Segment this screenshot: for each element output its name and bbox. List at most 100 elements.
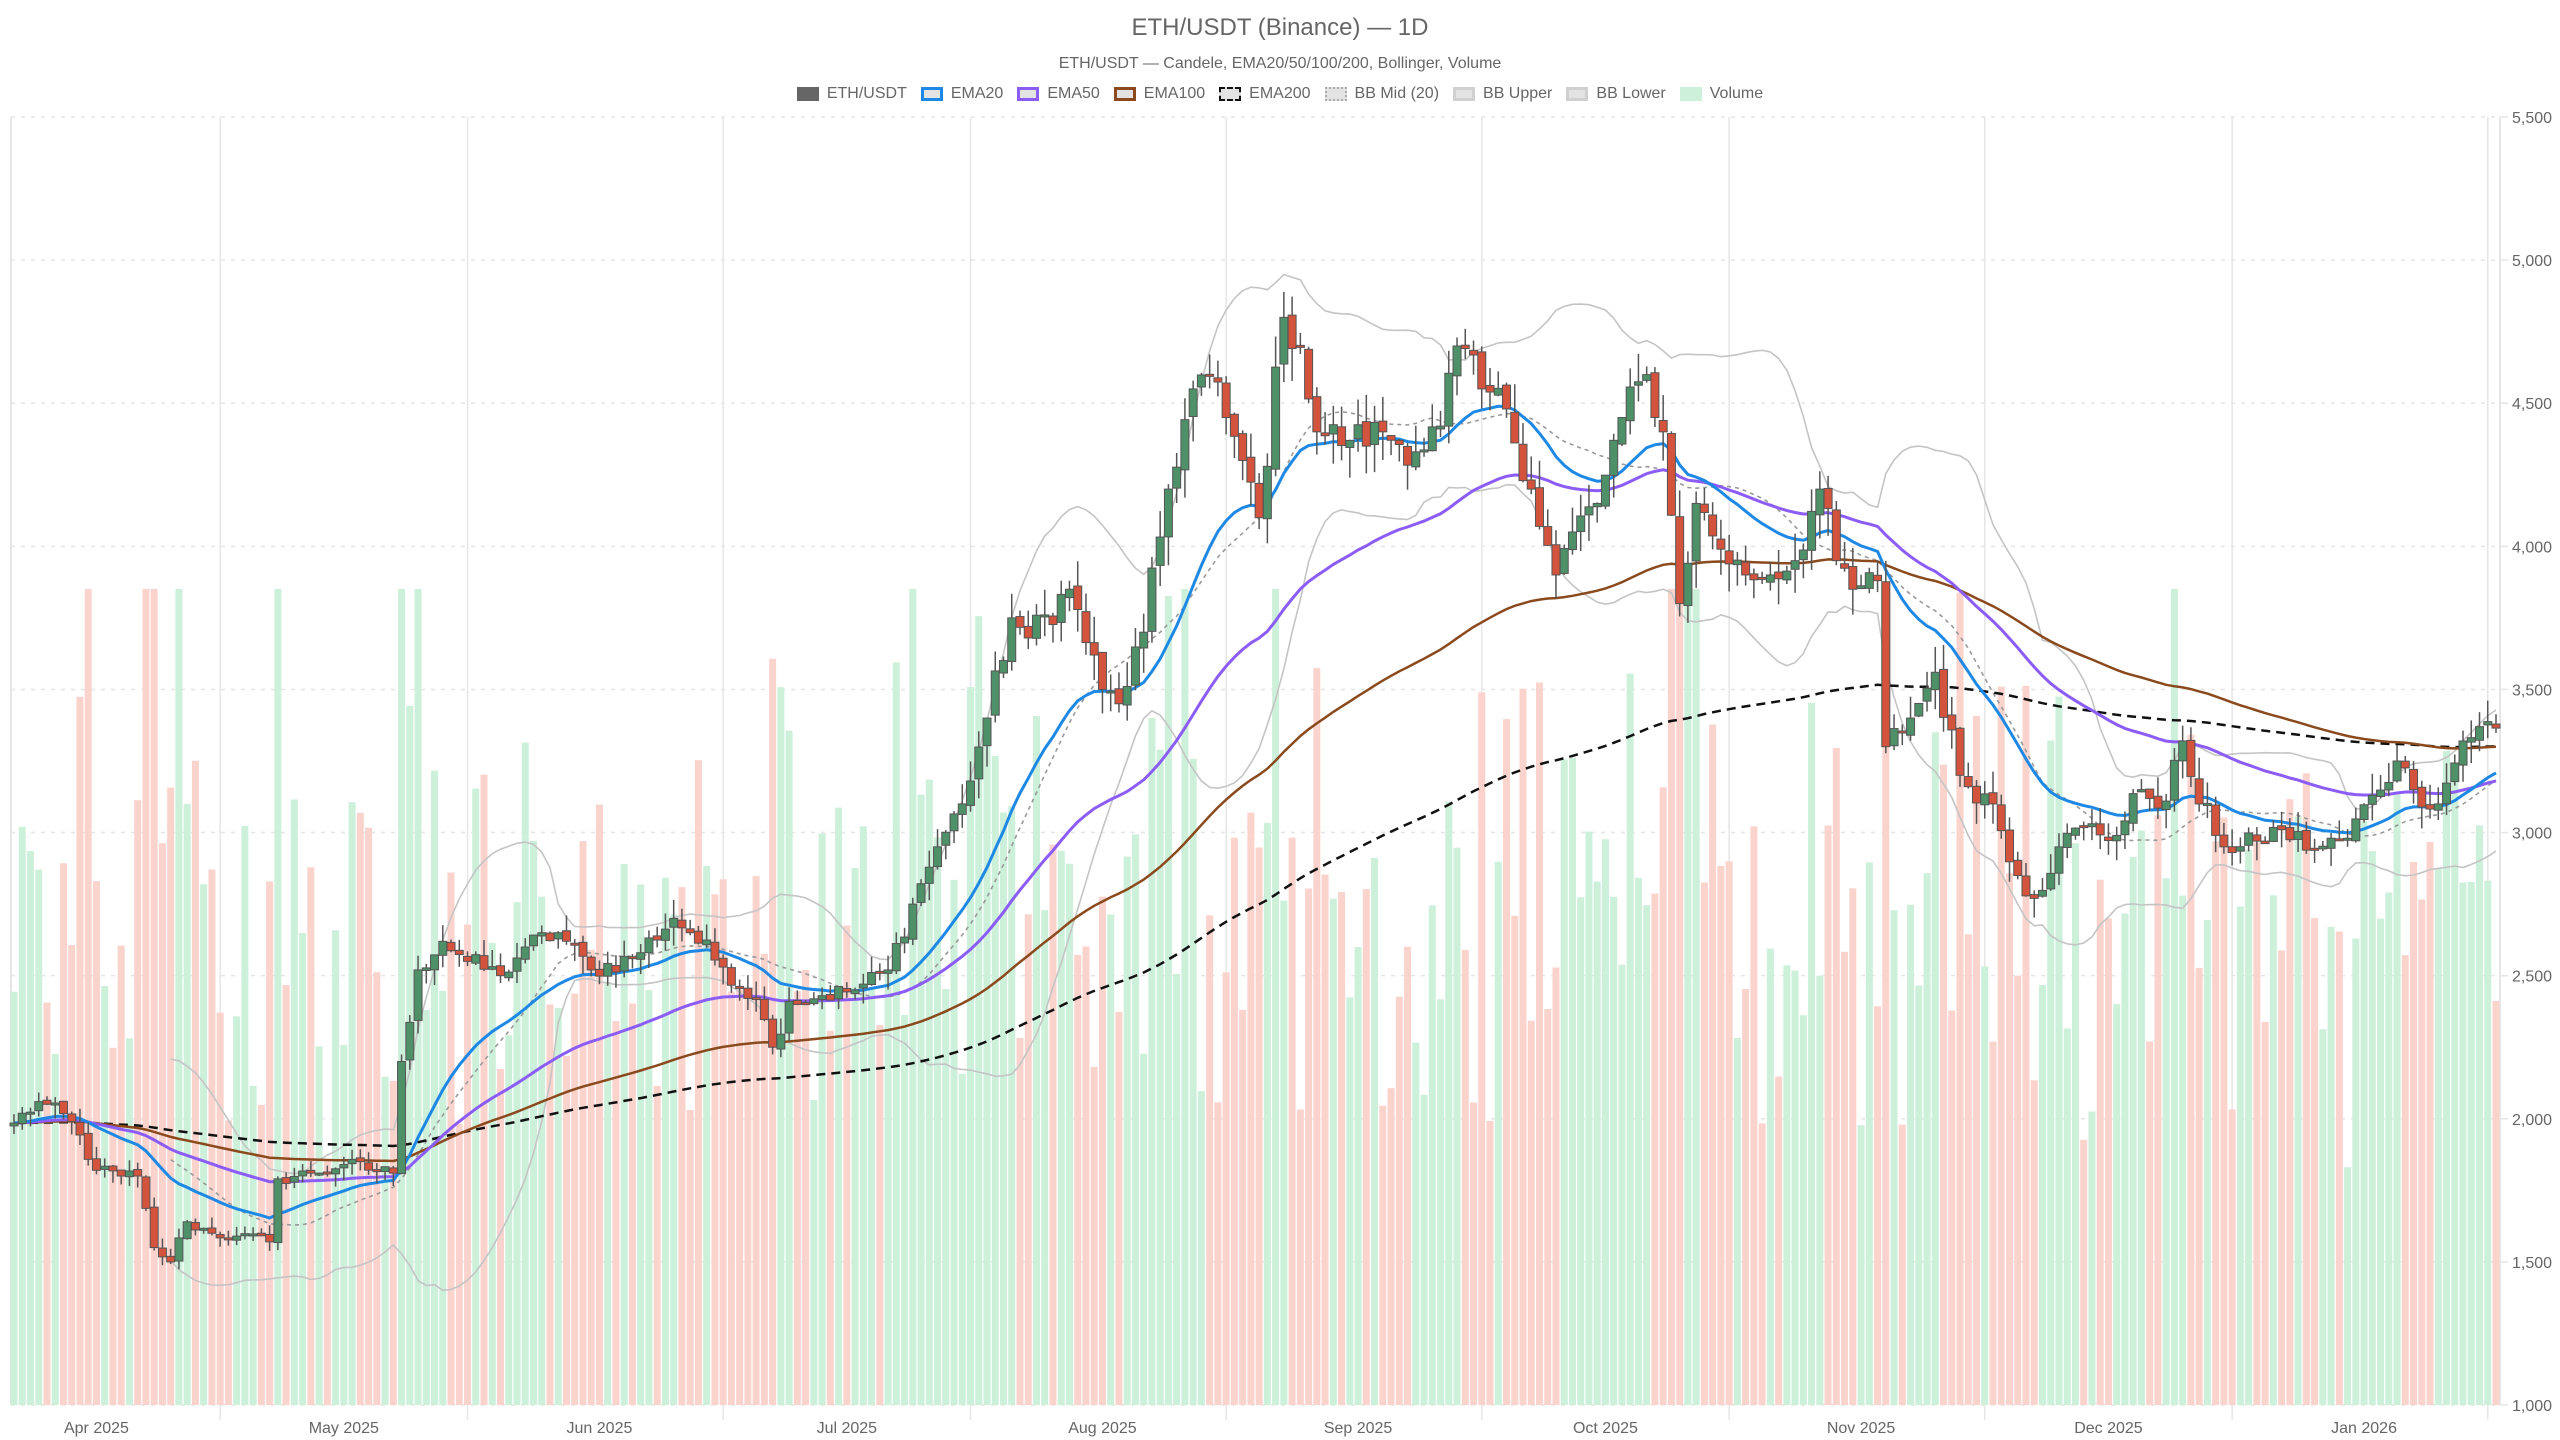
candle[interactable] [2112,826,2122,861]
candle[interactable] [990,651,1000,723]
candle[interactable] [2409,761,2419,804]
candle[interactable] [1625,368,1635,435]
candle[interactable] [2054,833,2064,886]
candle[interactable] [1246,433,1256,506]
candle[interactable] [2491,714,2501,733]
candle[interactable] [710,928,720,966]
candle[interactable] [1914,702,1924,718]
candle[interactable] [2194,757,2204,812]
candle[interactable] [636,944,646,975]
candle[interactable] [149,1197,159,1251]
candle[interactable] [34,1092,44,1117]
candle[interactable] [413,955,423,1034]
legend-item-bb-mid-20[interactable]: BB Mid (20) [1324,85,1439,103]
candle[interactable] [1130,628,1140,691]
candle[interactable] [2103,823,2113,855]
candle[interactable] [2442,763,2452,816]
candle[interactable] [1056,580,1066,642]
candle[interactable] [1163,484,1173,566]
candle[interactable] [966,761,976,812]
legend-item-bb-lower[interactable]: BB Lower [1566,85,1666,103]
candle[interactable] [273,1176,283,1251]
candle[interactable] [1774,549,1784,605]
candle[interactable] [1493,371,1503,397]
candle[interactable] [75,1108,85,1145]
candle[interactable] [1543,509,1553,547]
candle[interactable] [660,913,670,951]
candle[interactable] [1691,491,1701,588]
candle[interactable] [1403,443,1413,490]
candle[interactable] [1097,651,1107,714]
candle[interactable] [726,963,736,993]
candle[interactable] [1147,557,1157,643]
candle[interactable] [933,829,943,870]
candle[interactable] [2252,827,2262,861]
candle[interactable] [1873,560,1883,593]
candle[interactable] [364,1152,374,1175]
candle[interactable] [2161,793,2171,829]
legend-item-volume[interactable]: Volume [1679,85,1763,103]
candle[interactable] [2310,838,2320,863]
candle[interactable] [182,1220,192,1240]
candle[interactable] [1864,567,1874,594]
candle[interactable] [306,1161,316,1177]
candle[interactable] [289,1167,299,1189]
candle[interactable] [1666,431,1676,516]
candle[interactable] [1724,534,1734,592]
candle[interactable] [784,987,794,1041]
candle[interactable] [611,955,621,988]
candle[interactable] [1427,404,1437,452]
candle[interactable] [421,963,431,984]
candle[interactable] [1815,471,1825,539]
candle[interactable] [586,955,596,977]
candle[interactable] [1419,437,1429,457]
candle[interactable] [1337,406,1347,461]
candle[interactable] [133,1162,143,1188]
candle[interactable] [751,981,761,1012]
candle[interactable] [1567,507,1577,555]
candle[interactable] [1501,382,1511,418]
candle[interactable] [776,1018,786,1058]
candle[interactable] [1287,296,1297,381]
candle[interactable] [2326,833,2336,866]
candle[interactable] [883,955,893,990]
candle[interactable] [42,1096,52,1105]
candle[interactable] [1939,644,1949,732]
candle[interactable] [2037,877,2047,898]
candle[interactable] [1906,696,1916,741]
candle[interactable] [850,987,860,1000]
candle[interactable] [2136,779,2146,793]
candle[interactable] [2318,841,2328,852]
candle[interactable] [1856,574,1866,590]
candle[interactable] [1089,616,1099,681]
candle[interactable] [207,1217,217,1236]
candle[interactable] [1559,544,1569,575]
candle[interactable] [190,1218,200,1236]
candle[interactable] [652,926,662,948]
candle[interactable] [1955,726,1965,787]
candle[interactable] [504,969,514,982]
candle[interactable] [1609,433,1619,498]
candle[interactable] [1139,613,1149,673]
candle[interactable] [9,1114,19,1135]
candle[interactable] [2046,854,2056,891]
candle[interactable] [1370,405,1380,473]
candle[interactable] [677,908,687,942]
candle[interactable] [1477,346,1487,409]
candle[interactable] [1023,610,1033,649]
candle[interactable] [83,1122,93,1166]
candle[interactable] [1172,453,1182,503]
candle[interactable] [2277,811,2287,848]
candle[interactable] [2268,820,2278,843]
candle[interactable] [1081,593,1091,655]
candle[interactable] [1807,489,1817,570]
candle[interactable] [91,1146,101,1175]
candle[interactable] [2483,700,2493,739]
candle[interactable] [1848,547,1858,615]
candle[interactable] [1510,384,1520,444]
candle[interactable] [1963,762,1973,789]
candle[interactable] [2186,727,2196,788]
candle[interactable] [1551,530,1561,599]
candle[interactable] [528,934,538,951]
candle[interactable] [2087,809,2097,841]
